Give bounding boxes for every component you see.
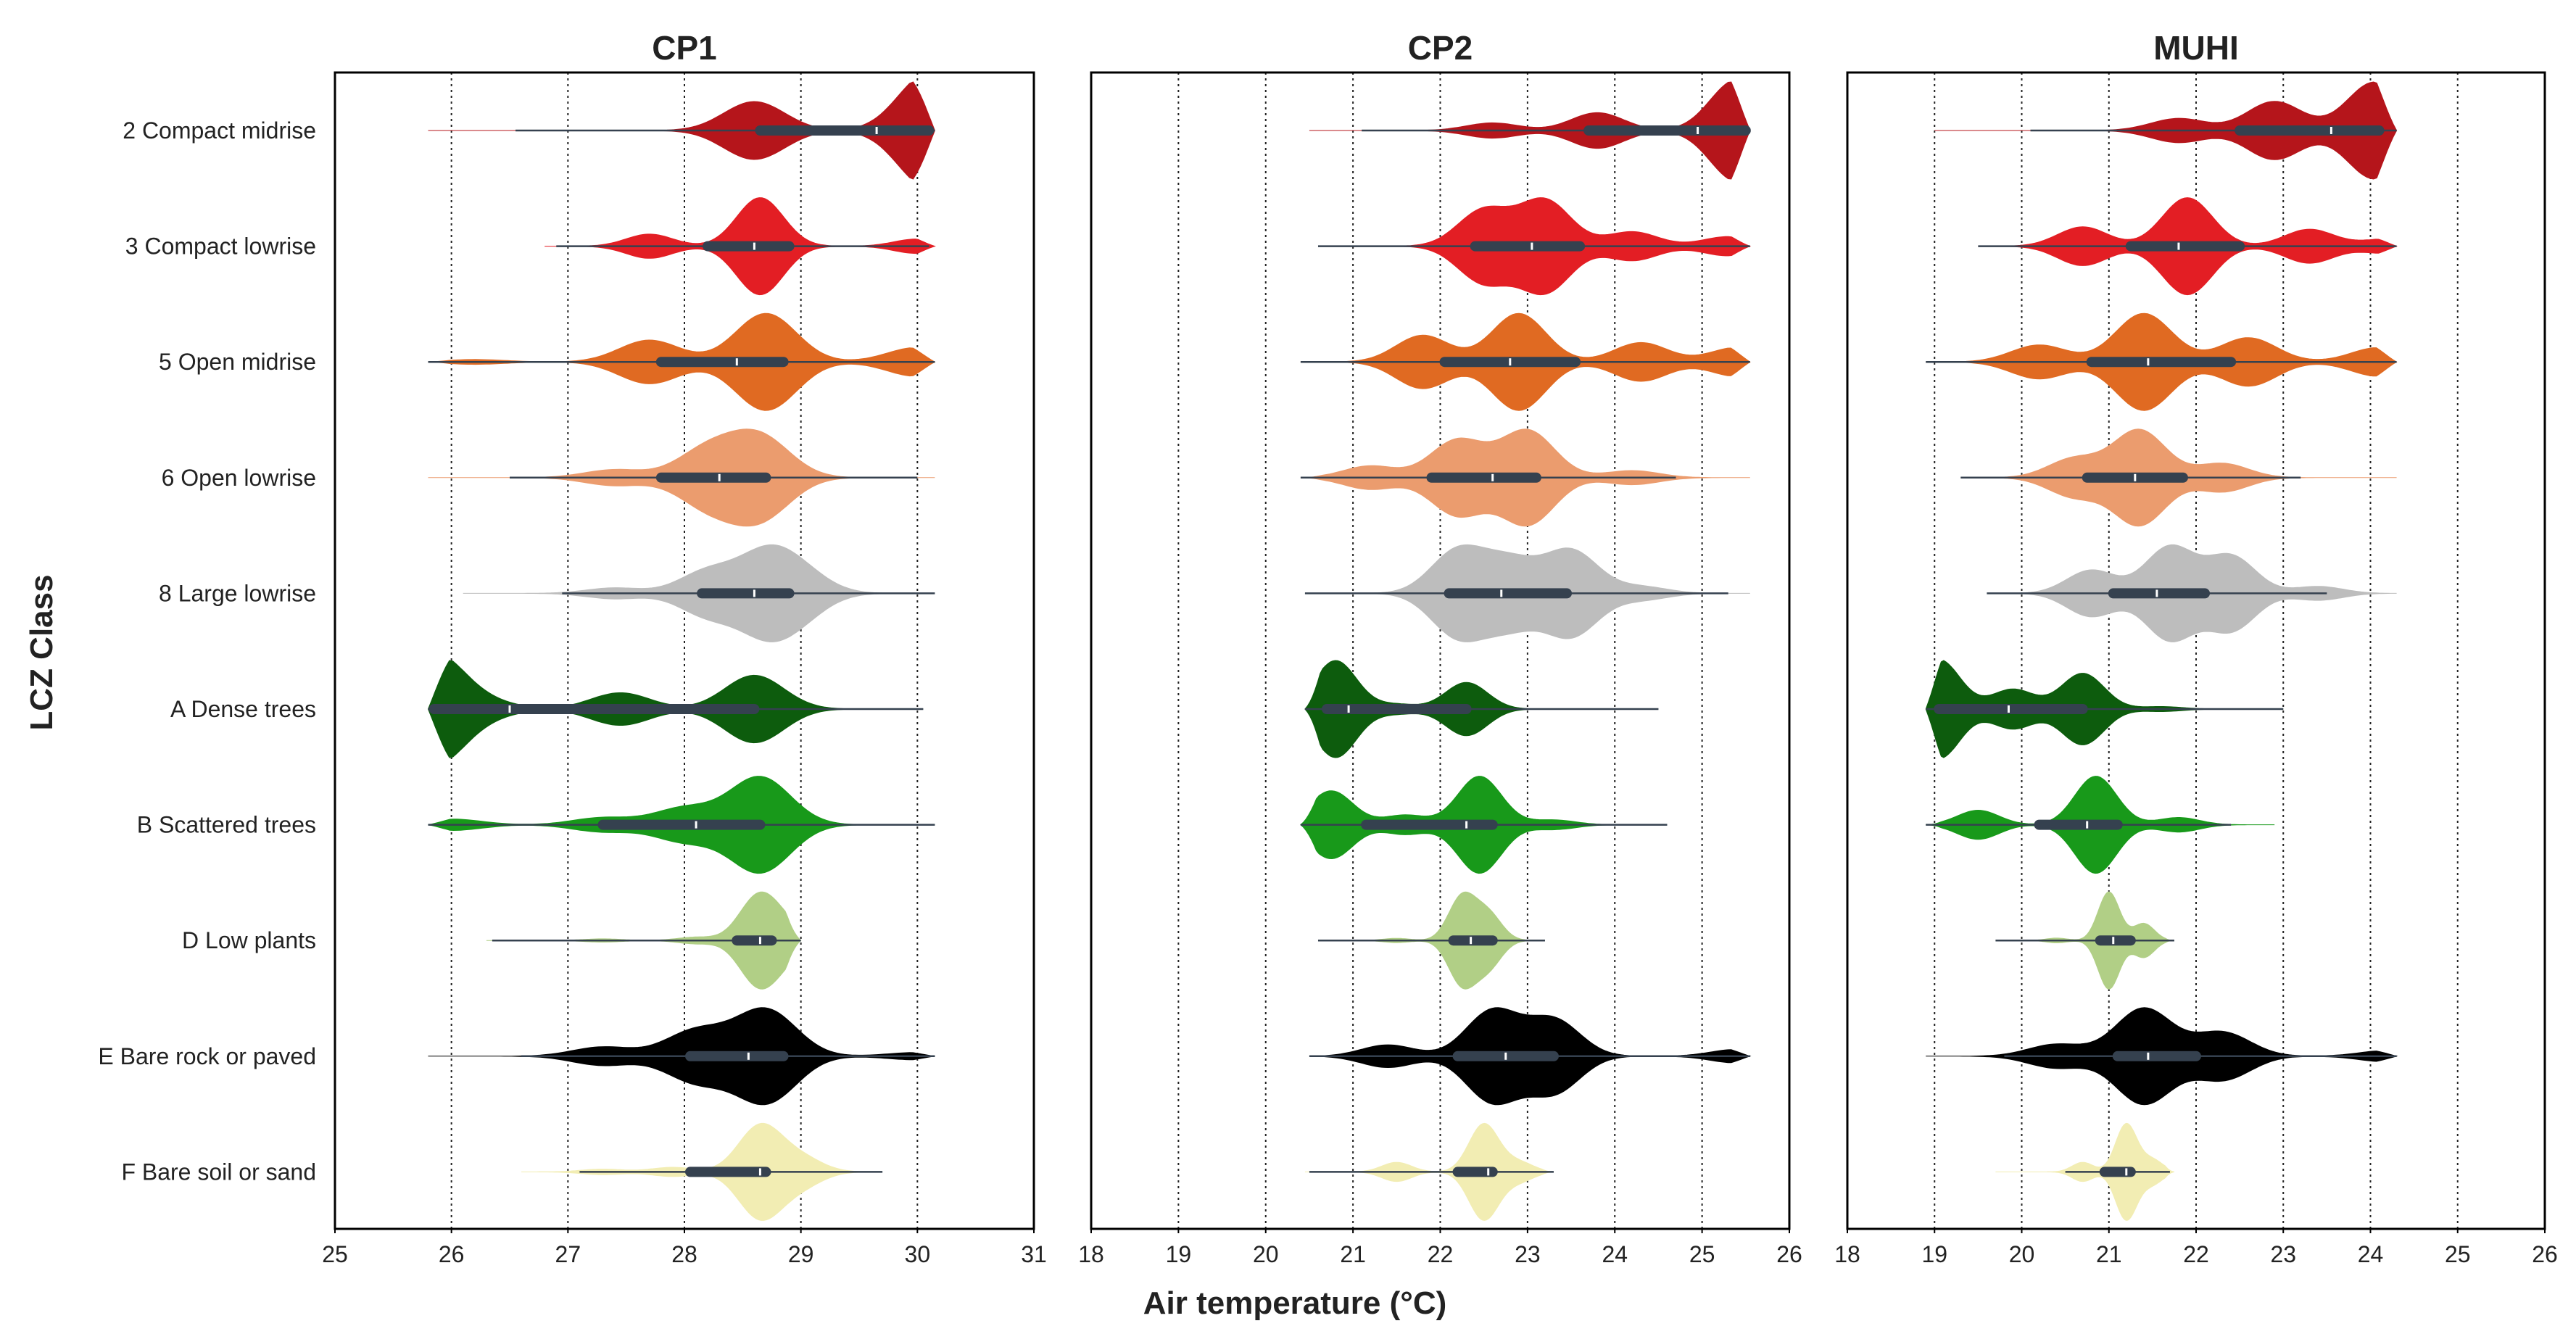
x-tick-label: 22 xyxy=(2183,1241,2209,1267)
x-tick-label: 25 xyxy=(322,1241,348,1267)
x-tick-label: 22 xyxy=(1428,1241,1454,1267)
x-tick-label: 18 xyxy=(1078,1241,1104,1267)
x-tick-label: 30 xyxy=(905,1241,931,1267)
x-tick-label: 31 xyxy=(1021,1241,1047,1267)
x-tick-label: 19 xyxy=(1166,1241,1192,1267)
box-layer xyxy=(428,125,2397,1177)
y-tick-label: B Scattered trees xyxy=(137,812,316,838)
text-layer: Air temperature (°C) LCZ Class 2 Compact… xyxy=(24,29,2558,1321)
x-tick-label: 23 xyxy=(2270,1241,2296,1267)
y-tick-label: 5 Open midrise xyxy=(159,349,316,375)
y-tick-label: A Dense trees xyxy=(170,696,316,722)
x-axis-title: Air temperature (°C) xyxy=(1143,1285,1447,1321)
y-axis-title: LCZ Class xyxy=(24,574,59,730)
x-tick-label: 26 xyxy=(1776,1241,1802,1267)
x-tick-label: 19 xyxy=(1921,1241,1947,1267)
x-tick-label: 25 xyxy=(1689,1241,1715,1267)
x-tick-label: 21 xyxy=(2096,1241,2122,1267)
x-tick-label: 23 xyxy=(1515,1241,1541,1267)
y-tick-label: 2 Compact midrise xyxy=(123,117,316,144)
y-tick-label: E Bare rock or paved xyxy=(98,1043,316,1069)
x-tick-label: 24 xyxy=(2358,1241,2384,1267)
x-tick-label: 27 xyxy=(555,1241,581,1267)
panel-title: CP1 xyxy=(652,29,716,67)
y-tick-label: D Low plants xyxy=(182,927,316,953)
x-tick-label: 26 xyxy=(439,1241,465,1267)
panel-title: MUHI xyxy=(2153,29,2239,67)
y-tick-label: 6 Open lowrise xyxy=(162,465,316,491)
x-tick-label: 18 xyxy=(1834,1241,1860,1267)
frame-layer xyxy=(334,71,2546,1233)
x-tick-label: 25 xyxy=(2445,1241,2471,1267)
x-tick-label: 21 xyxy=(1340,1241,1366,1267)
x-tick-label: 20 xyxy=(2009,1241,2035,1267)
panel-title: CP2 xyxy=(1408,29,1473,67)
x-tick-label: 24 xyxy=(1602,1241,1628,1267)
x-tick-label: 26 xyxy=(2532,1241,2558,1267)
x-tick-label: 20 xyxy=(1253,1241,1279,1267)
x-tick-label: 28 xyxy=(671,1241,697,1267)
y-tick-label: F Bare soil or sand xyxy=(121,1159,316,1185)
y-tick-label: 8 Large lowrise xyxy=(159,580,316,606)
x-tick-label: 29 xyxy=(788,1241,814,1267)
y-tick-label: 3 Compact lowrise xyxy=(125,233,316,260)
